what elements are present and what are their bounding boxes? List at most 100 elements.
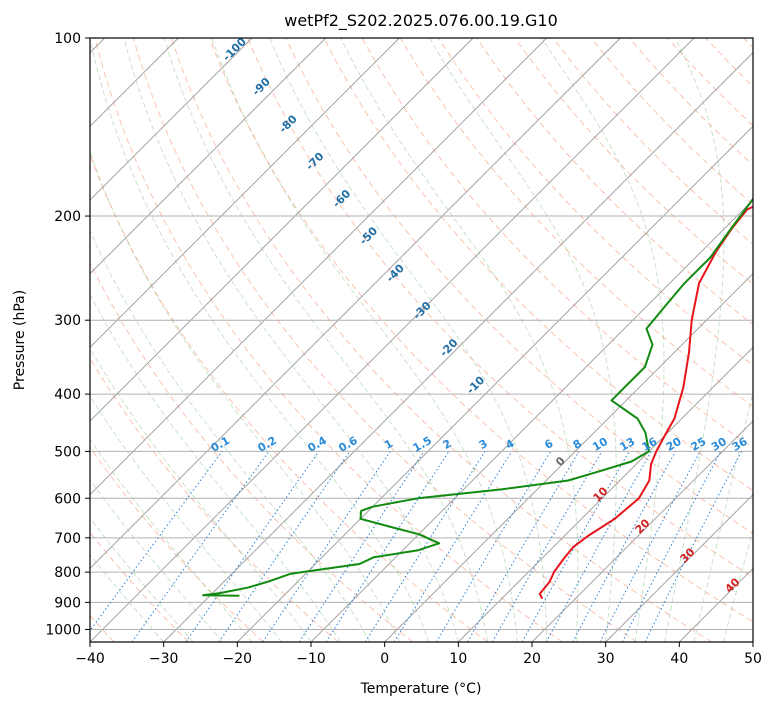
mixing-ratio-line — [621, 451, 722, 642]
dry-adiabat-line — [170, 38, 712, 642]
mixing-ratio-line — [325, 451, 450, 642]
x-tick-label: −40 — [75, 651, 105, 667]
mixing-ratio-line — [298, 451, 425, 642]
dry-adiabat-label: -30 — [411, 299, 434, 322]
x-tick-label: 0 — [380, 651, 389, 667]
dry-adiabat-line — [514, 38, 753, 285]
y-tick-label: 500 — [54, 444, 81, 460]
mixing-ratio-line — [131, 451, 270, 642]
dry-adiabat-line — [90, 531, 190, 642]
mixing-ratio-line — [644, 451, 742, 642]
mixing-ratio-line — [90, 451, 223, 632]
isotherm-line — [90, 38, 695, 642]
isotherm-line — [90, 38, 621, 569]
mixing-ratio-label: 6 — [542, 437, 555, 452]
dry-adiabat-line — [94, 38, 563, 642]
x-tick-label: −20 — [223, 651, 253, 667]
dry-adiabat-label: -10 — [464, 373, 487, 396]
moist-adiabat-line — [693, 389, 753, 642]
y-tick-label: 800 — [54, 565, 81, 581]
dry-adiabat-line — [132, 38, 638, 642]
isotherm-line — [752, 641, 753, 642]
moist-adiabat-line — [541, 38, 665, 642]
mixing-ratio-line — [435, 451, 552, 642]
dry-adiabat-line — [323, 38, 753, 492]
dry-adiabat-label: -70 — [303, 150, 326, 173]
x-tick-label: 10 — [449, 651, 467, 667]
moist-adiabat-line — [90, 38, 430, 642]
x-tick-label: 50 — [744, 651, 762, 667]
x-tick-label: −10 — [296, 651, 326, 667]
dry-adiabat-line — [437, 38, 753, 366]
isotherm-line — [90, 38, 400, 348]
dry-adiabat-line — [90, 357, 339, 642]
dry-adiabat-line — [705, 38, 753, 88]
moist-adiabat-line — [723, 528, 753, 642]
dry-adiabat-label: -60 — [330, 187, 353, 210]
x-tick-label: −30 — [149, 651, 179, 667]
isotherm-line — [237, 125, 753, 642]
y-axis-label: Pressure (hPa) — [12, 290, 28, 390]
temperature-profile-line — [538, 205, 753, 600]
y-tick-label: 200 — [54, 209, 81, 225]
moist-adiabat-line — [90, 150, 400, 642]
y-tick-label: 100 — [54, 31, 81, 47]
isotherm-line — [310, 199, 753, 642]
isotherm-line — [605, 494, 753, 642]
y-axis-ticks: 100 200 300 400 500 600 700 800 900 1000 — [45, 31, 90, 638]
isotherm-line — [531, 420, 753, 642]
dry-adiabat-label: -80 — [277, 112, 300, 135]
data-series — [202, 197, 753, 600]
mixing-ratio-line — [467, 451, 580, 642]
x-axis-label: Temperature (°C) — [360, 681, 482, 697]
isotherm-line — [90, 38, 474, 422]
dry-adiabat-line — [90, 261, 414, 642]
dry-adiabat-line — [209, 38, 753, 623]
isotherm-line — [90, 38, 253, 201]
moist-adiabat-label: 10 — [591, 484, 611, 504]
moist-adiabat-line — [90, 438, 253, 642]
moist-adiabat-line — [163, 38, 489, 642]
dry-adiabat-label: -40 — [384, 261, 407, 284]
y-tick-label: 900 — [54, 595, 81, 611]
isotherm-line — [458, 346, 753, 642]
dry-adiabat-line — [90, 153, 488, 642]
moist-adiabat-label: 30 — [678, 545, 698, 565]
moist-adiabat-line — [123, 38, 459, 642]
moist-adiabat-line — [340, 38, 579, 642]
moist-adiabat-line — [90, 229, 371, 642]
mixing-ratio-line — [364, 451, 486, 642]
isotherm-line — [90, 38, 326, 275]
mixing-ratio-label: 2 — [441, 437, 454, 452]
y-tick-label: 400 — [54, 387, 81, 403]
mixing-ratio-line — [185, 451, 320, 642]
dry-adiabat-line — [552, 38, 753, 245]
y-tick-label: 300 — [54, 313, 81, 329]
dry-adiabat-line — [285, 38, 753, 535]
isotherm-line — [163, 52, 753, 642]
y-tick-label: 700 — [54, 531, 81, 547]
mixing-ratio-line — [393, 451, 513, 642]
moist-adiabat-line — [429, 38, 617, 642]
dewpoint-profile-line — [202, 197, 753, 597]
background-lines — [90, 38, 753, 642]
mixing-ratio-line — [262, 451, 391, 642]
moist-adiabat-line — [90, 479, 223, 642]
chart-title: wetPf2_S202.2025.076.00.19.G10 — [284, 11, 558, 31]
mixing-ratio-line — [521, 451, 630, 642]
moist-adiabat-line — [90, 293, 341, 642]
mixing-ratio-line — [545, 451, 652, 642]
y-tick-label: 600 — [54, 491, 81, 507]
moist-adiabat-label: 20 — [633, 516, 653, 536]
x-axis-ticks: −40 −30 −20 −10 0 10 20 30 40 50 — [75, 642, 762, 667]
x-tick-label: 40 — [670, 651, 688, 667]
moist-adiabat-line — [90, 347, 312, 642]
dry-adiabat-line — [476, 38, 753, 326]
dry-adiabat-line — [247, 38, 753, 578]
isotherm-line — [90, 38, 547, 496]
moist-adiabat-line — [752, 640, 753, 642]
dry-adiabat-line — [743, 38, 753, 49]
isopleth-labels: 0.1 0.2 0.4 0.6 1 1.5 2 3 4 6 8 10 13 16 20 25 30 36-100-… — [209, 38, 750, 596]
dry-adiabat-label: -50 — [357, 224, 380, 247]
